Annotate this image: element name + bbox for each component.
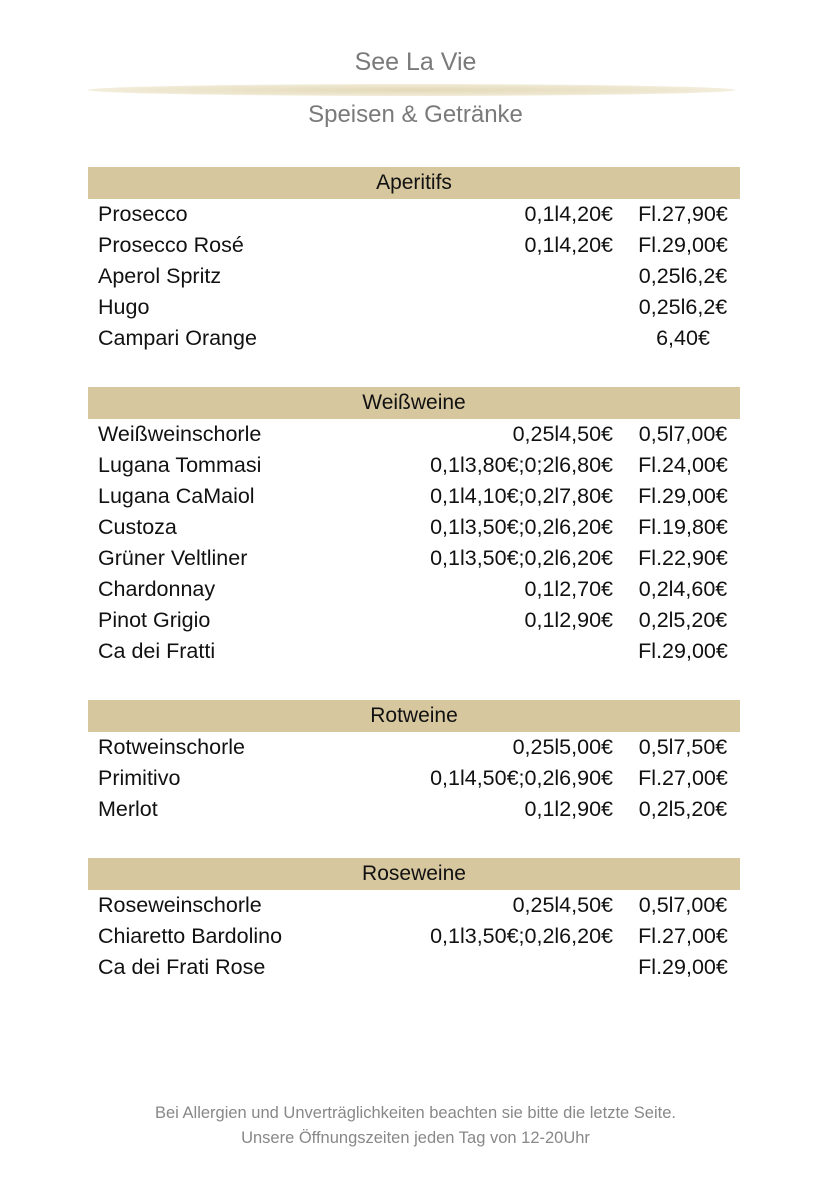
item-price: 0,1l2,90€ (524, 797, 613, 821)
item-price: 0,1l3,50€;0,2l6,20€ (430, 546, 613, 570)
menu-item: Grüner Veltliner 0,1l3,50€;0,2l6,20€ Fl.22… (88, 543, 740, 574)
item-name: Pinot Grigio (98, 608, 211, 632)
item-price: 0,1l4,10€;0,2l7,80€ (430, 484, 613, 508)
menu-item: Merlot 0,1l2,90€ 0,2l5,20€ (88, 794, 740, 825)
footer-note: Bei Allergien und Unverträglichkeiten be… (155, 1104, 676, 1122)
item-price: Fl.19,80€ (638, 515, 728, 539)
menu-item: Hugo 0,25l6,2€ (88, 292, 740, 323)
item-price: Fl.24,00€ (638, 453, 728, 477)
item-price: Fl.27,00€ (638, 766, 728, 790)
item-name: Custoza (98, 515, 177, 539)
menu-section: Weißweine Weißweinschorle 0,25l4,50€ 0,5l7,… (88, 387, 740, 667)
item-name: Prosecco Rosé (98, 233, 244, 257)
subtitle: Speisen & Getränke (308, 101, 523, 128)
menu-item: Lugana CaMaiol 0,1l4,10€;0,2l7,80€ Fl.29,0… (88, 481, 740, 512)
section-title: Weißweine (88, 387, 740, 419)
item-price: 0,25l4,50€ (512, 422, 613, 446)
title: See La Vie (354, 48, 477, 76)
item-name: Chiaretto Bardolino (98, 924, 283, 948)
item-price: Fl.29,00€ (638, 955, 728, 979)
item-price: 0,1l3,50€;0,2l6,20€ (430, 515, 613, 539)
item-name: Lugana Tommasi (98, 453, 262, 477)
item-price: 0,2l4,60€ (638, 577, 728, 601)
item-price: Fl.29,00€ (638, 233, 728, 257)
item-name: Rotweinschorle (98, 735, 245, 759)
item-price: 0,5l7,50€ (638, 735, 728, 759)
item-price: 0,25l6,2€ (638, 295, 728, 319)
item-price: 0,25l6,2€ (638, 264, 728, 288)
menu-item: Ca dei Frati Rose Fl.29,00€ (88, 952, 740, 983)
menu-item: Chiaretto Bardolino 0,1l3,50€;0,2l6,20€ Fl… (88, 921, 740, 952)
item-price: 0,2l5,20€ (638, 797, 728, 821)
item-name: Hugo (98, 295, 150, 319)
menu-item: Aperol Spritz 0,25l6,2€ (88, 261, 740, 292)
item-price: Fl.29,00€ (638, 484, 728, 508)
item-name: Weißweinschorle (98, 422, 262, 446)
item-name: Campari Orange (98, 326, 257, 350)
item-price: 0,1l4,20€ (524, 202, 613, 226)
section-title: Aperitifs (88, 167, 740, 199)
section-title: Rotweine (88, 700, 740, 732)
item-price: 0,1l3,50€;0,2l6,20€ (430, 924, 613, 948)
menu-item: Lugana Tommasi 0,1l3,80€;0;2l6,80€ Fl.24,0… (88, 450, 740, 481)
menu-section: Aperitifs Prosecco 0,1l4,20€ Fl.27,90€ Prose… (88, 167, 740, 354)
menu-item: Pinot Grigio 0,1l2,90€ 0,2l5,20€ (88, 605, 740, 636)
item-name: Grüner Veltliner (98, 546, 248, 570)
item-name: Ca dei Frati Rose (98, 955, 266, 979)
item-price: 0,25l4,50€ (512, 893, 613, 917)
item-price: Fl.27,00€ (638, 924, 728, 948)
menu-item: Rotweinschorle 0,25l5,00€ 0,5l7,50€ (88, 732, 740, 763)
menu-item: Roseweinschorle 0,25l4,50€ 0,5l7,00€ (88, 890, 740, 921)
item-price: Fl.29,00€ (638, 639, 728, 663)
divider (88, 84, 735, 96)
item-price: 0,1l4,50€;0,2l6,90€ (430, 766, 613, 790)
item-price: 0,5l7,00€ (638, 893, 728, 917)
item-price: 0,1l3,80€;0;2l6,80€ (430, 453, 613, 477)
item-price: 0,2l5,20€ (638, 608, 728, 632)
item-price: 0,1l4,20€ (524, 233, 613, 257)
menu-item: Campari Orange 6,40€ (88, 323, 740, 354)
item-price: 6,40€ (656, 326, 710, 350)
menu-item: Weißweinschorle 0,25l4,50€ 0,5l7,00€ (88, 419, 740, 450)
item-name: Merlot (98, 797, 158, 821)
menu-item: Custoza 0,1l3,50€;0,2l6,20€ Fl.19,80€ (88, 512, 740, 543)
item-name: Primitivo (98, 766, 181, 790)
menu-section: Rotweine Rotweinschorle 0,25l5,00€ 0,5l7,50… (88, 700, 740, 825)
item-name: Prosecco (98, 202, 188, 226)
section-title: Roseweine (88, 858, 740, 890)
item-name: Aperol Spritz (98, 264, 222, 288)
item-name: Lugana CaMaiol (98, 484, 255, 508)
item-price: 0,1l2,90€ (524, 608, 613, 632)
menu-section: Roseweine Roseweinschorle 0,25l4,50€ 0,5l7,… (88, 858, 740, 983)
menu-item: Prosecco 0,1l4,20€ Fl.27,90€ (88, 199, 740, 230)
item-name: Ca dei Fratti (98, 639, 216, 663)
item-price: Fl.27,90€ (638, 202, 728, 226)
item-price: Fl.22,90€ (638, 546, 728, 570)
item-name: Chardonnay (98, 577, 216, 601)
item-price: 0,1l2,70€ (524, 577, 613, 601)
item-name: Roseweinschorle (98, 893, 262, 917)
menu-item: Chardonnay 0,1l2,70€ 0,2l4,60€ (88, 574, 740, 605)
menu-item: Ca dei Fratti Fl.29,00€ (88, 636, 740, 667)
footer-hours: Unsere Öffnungszeiten jeden Tag von 12-2… (241, 1129, 590, 1147)
item-price: 0,5l7,00€ (638, 422, 728, 446)
menu-item: Primitivo 0,1l4,50€;0,2l6,90€ Fl.27,00€ (88, 763, 740, 794)
menu-item: Prosecco Rosé 0,1l4,20€ Fl.29,00€ (88, 230, 740, 261)
menu: Aperitifs Prosecco 0,1l4,20€ Fl.27,90€ Prose… (88, 167, 740, 1016)
item-price: 0,25l5,00€ (512, 735, 613, 759)
